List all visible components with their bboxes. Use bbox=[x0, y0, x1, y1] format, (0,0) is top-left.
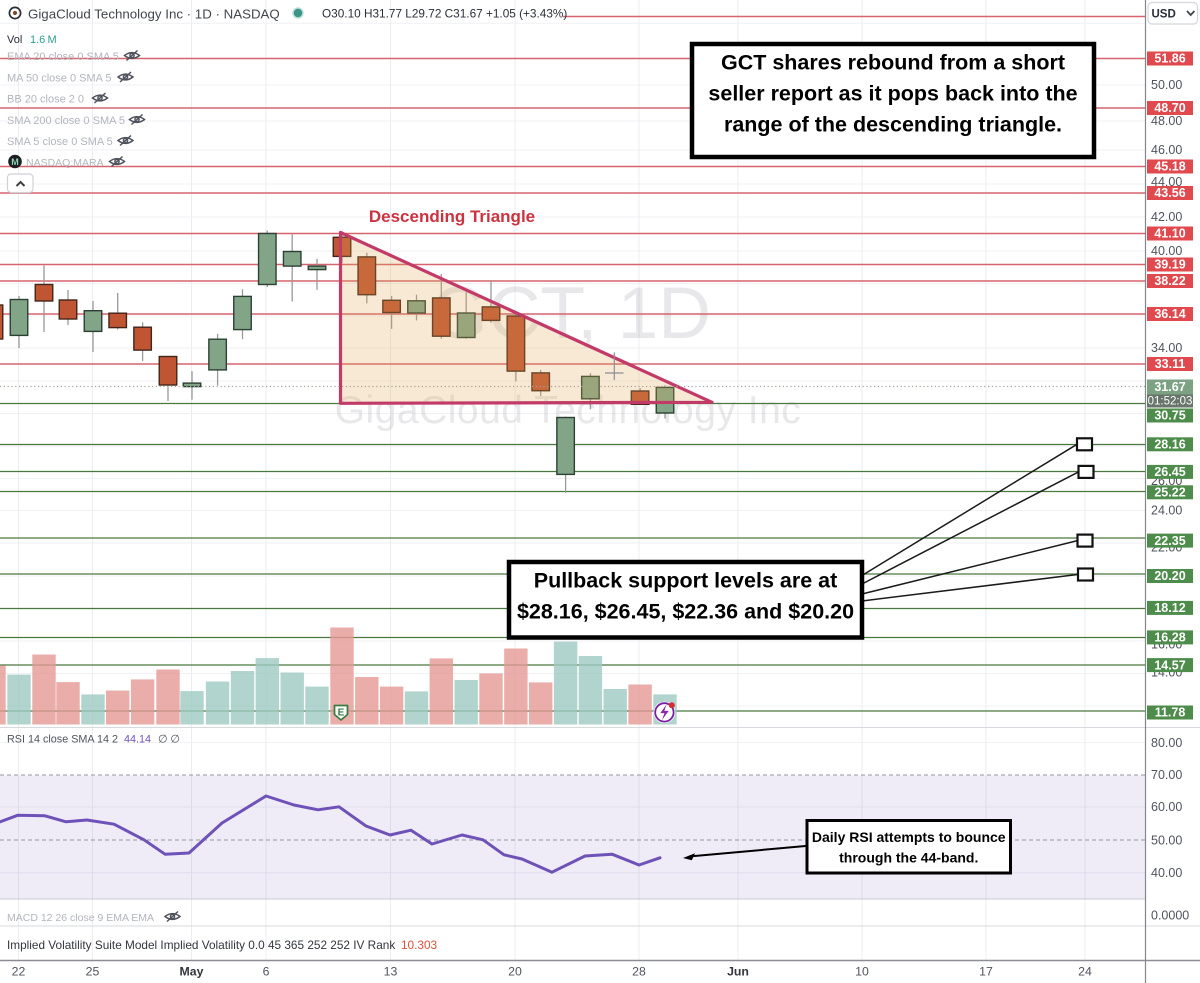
svg-text:25.22: 25.22 bbox=[1154, 486, 1185, 500]
svg-text:22.35: 22.35 bbox=[1154, 534, 1185, 548]
svg-text:26.45: 26.45 bbox=[1154, 465, 1185, 479]
svg-text:70.00: 70.00 bbox=[1151, 768, 1182, 782]
svg-text:40.00: 40.00 bbox=[1151, 244, 1182, 258]
svg-text:Pullback support levels are at: Pullback support levels are at bbox=[534, 569, 838, 593]
svg-text:USD: USD bbox=[1152, 9, 1176, 21]
svg-text:48.70: 48.70 bbox=[1154, 101, 1185, 115]
svg-text:24: 24 bbox=[1078, 965, 1092, 979]
svg-text:RSI 14 close SMA 14 2: RSI 14 close SMA 14 2 bbox=[7, 734, 118, 746]
svg-text:28: 28 bbox=[632, 965, 646, 979]
svg-text:43.56: 43.56 bbox=[1154, 186, 1185, 200]
svg-text:6: 6 bbox=[263, 965, 270, 979]
svg-text:48.00: 48.00 bbox=[1151, 114, 1182, 128]
svg-text:46.00: 46.00 bbox=[1151, 143, 1182, 157]
svg-text:O30.10 H31.77 L29.72 C31.67 +1: O30.10 H31.77 L29.72 C31.67 +1.05 (+3.43… bbox=[322, 7, 567, 21]
svg-text:EMA 20 close 0 SMA 5: EMA 20 close 0 SMA 5 bbox=[7, 51, 119, 63]
svg-text:16.28: 16.28 bbox=[1154, 631, 1185, 645]
svg-text:28.16: 28.16 bbox=[1154, 438, 1185, 452]
svg-text:25: 25 bbox=[86, 965, 100, 979]
svg-text:39.19: 39.19 bbox=[1154, 258, 1185, 272]
svg-text:GCT shares rebound from a shor: GCT shares rebound from a short bbox=[721, 51, 1065, 75]
svg-text:May: May bbox=[180, 965, 204, 979]
svg-text:NASDAQ:MARA: NASDAQ:MARA bbox=[26, 157, 104, 169]
svg-text:18.12: 18.12 bbox=[1154, 601, 1185, 615]
svg-text:10.303: 10.303 bbox=[401, 938, 438, 952]
svg-text:38.22: 38.22 bbox=[1154, 274, 1185, 288]
svg-text:SMA 5 close 0 SMA 5: SMA 5 close 0 SMA 5 bbox=[7, 136, 113, 148]
svg-text:80.00: 80.00 bbox=[1151, 736, 1182, 750]
svg-text:34.00: 34.00 bbox=[1151, 341, 1182, 355]
svg-text:MACD 12 26 close 9 EMA EMA: MACD 12 26 close 9 EMA EMA bbox=[7, 912, 154, 924]
svg-text:36.14: 36.14 bbox=[1154, 307, 1185, 321]
svg-text:44.14: 44.14 bbox=[124, 734, 151, 746]
svg-text:10: 10 bbox=[855, 965, 869, 979]
svg-text:33.11: 33.11 bbox=[1155, 357, 1186, 371]
svg-text:M: M bbox=[11, 157, 19, 167]
svg-text:22: 22 bbox=[12, 965, 26, 979]
svg-text:20: 20 bbox=[508, 965, 522, 979]
svg-text:30.75: 30.75 bbox=[1154, 409, 1185, 423]
svg-text:seller report as it pops back: seller report as it pops back into the bbox=[708, 82, 1077, 106]
svg-text:50.00: 50.00 bbox=[1151, 834, 1182, 848]
svg-text:60.00: 60.00 bbox=[1151, 800, 1182, 814]
svg-text:14.57: 14.57 bbox=[1154, 658, 1185, 672]
svg-text:E: E bbox=[338, 708, 345, 719]
svg-text:31.67: 31.67 bbox=[1154, 380, 1185, 394]
svg-text:40.00: 40.00 bbox=[1151, 866, 1182, 880]
svg-text:20.20: 20.20 bbox=[1154, 569, 1185, 583]
svg-text:BB 20 close 2 0: BB 20 close 2 0 bbox=[7, 94, 84, 106]
svg-text:Jun: Jun bbox=[727, 965, 749, 979]
svg-text:0.0000: 0.0000 bbox=[1151, 908, 1189, 922]
svg-text:51.86: 51.86 bbox=[1154, 52, 1185, 66]
svg-text:SMA 200 close 0 SMA 5: SMA 200 close 0 SMA 5 bbox=[7, 115, 125, 127]
svg-text:01:52:03: 01:52:03 bbox=[1148, 396, 1193, 408]
svg-text:45.18: 45.18 bbox=[1154, 160, 1185, 174]
svg-text:∅ ∅: ∅ ∅ bbox=[158, 734, 180, 746]
svg-text:42.00: 42.00 bbox=[1151, 210, 1182, 224]
svg-text:17: 17 bbox=[979, 965, 993, 979]
svg-text:$28.16, $26.45, $22.36 and $20: $28.16, $26.45, $22.36 and $20.20 bbox=[517, 600, 854, 624]
svg-text:Vol: Vol bbox=[7, 34, 22, 46]
svg-text:GigaCloud Technology Inc · 1D: GigaCloud Technology Inc · 1D · NASDAQ bbox=[28, 7, 280, 22]
svg-text:Implied Volatility Suite Model: Implied Volatility Suite Model Implied V… bbox=[7, 938, 395, 952]
svg-text:13: 13 bbox=[384, 965, 398, 979]
svg-text:44.00: 44.00 bbox=[1151, 175, 1182, 189]
svg-text:Daily RSI attempts to bounce: Daily RSI attempts to bounce bbox=[812, 829, 1006, 845]
svg-text:41.10: 41.10 bbox=[1154, 227, 1185, 241]
svg-text:range of the descending triang: range of the descending triangle. bbox=[724, 113, 1062, 137]
svg-text:1.6 M: 1.6 M bbox=[30, 34, 57, 46]
svg-text:11.78: 11.78 bbox=[1155, 706, 1186, 720]
svg-text:Descending Triangle: Descending Triangle bbox=[369, 207, 535, 226]
svg-text:50.00: 50.00 bbox=[1151, 78, 1182, 92]
svg-text:24.00: 24.00 bbox=[1151, 504, 1182, 518]
svg-text:MA 50 close 0 SMA 5: MA 50 close 0 SMA 5 bbox=[7, 73, 112, 85]
svg-text:through the 44-band.: through the 44-band. bbox=[839, 850, 978, 866]
